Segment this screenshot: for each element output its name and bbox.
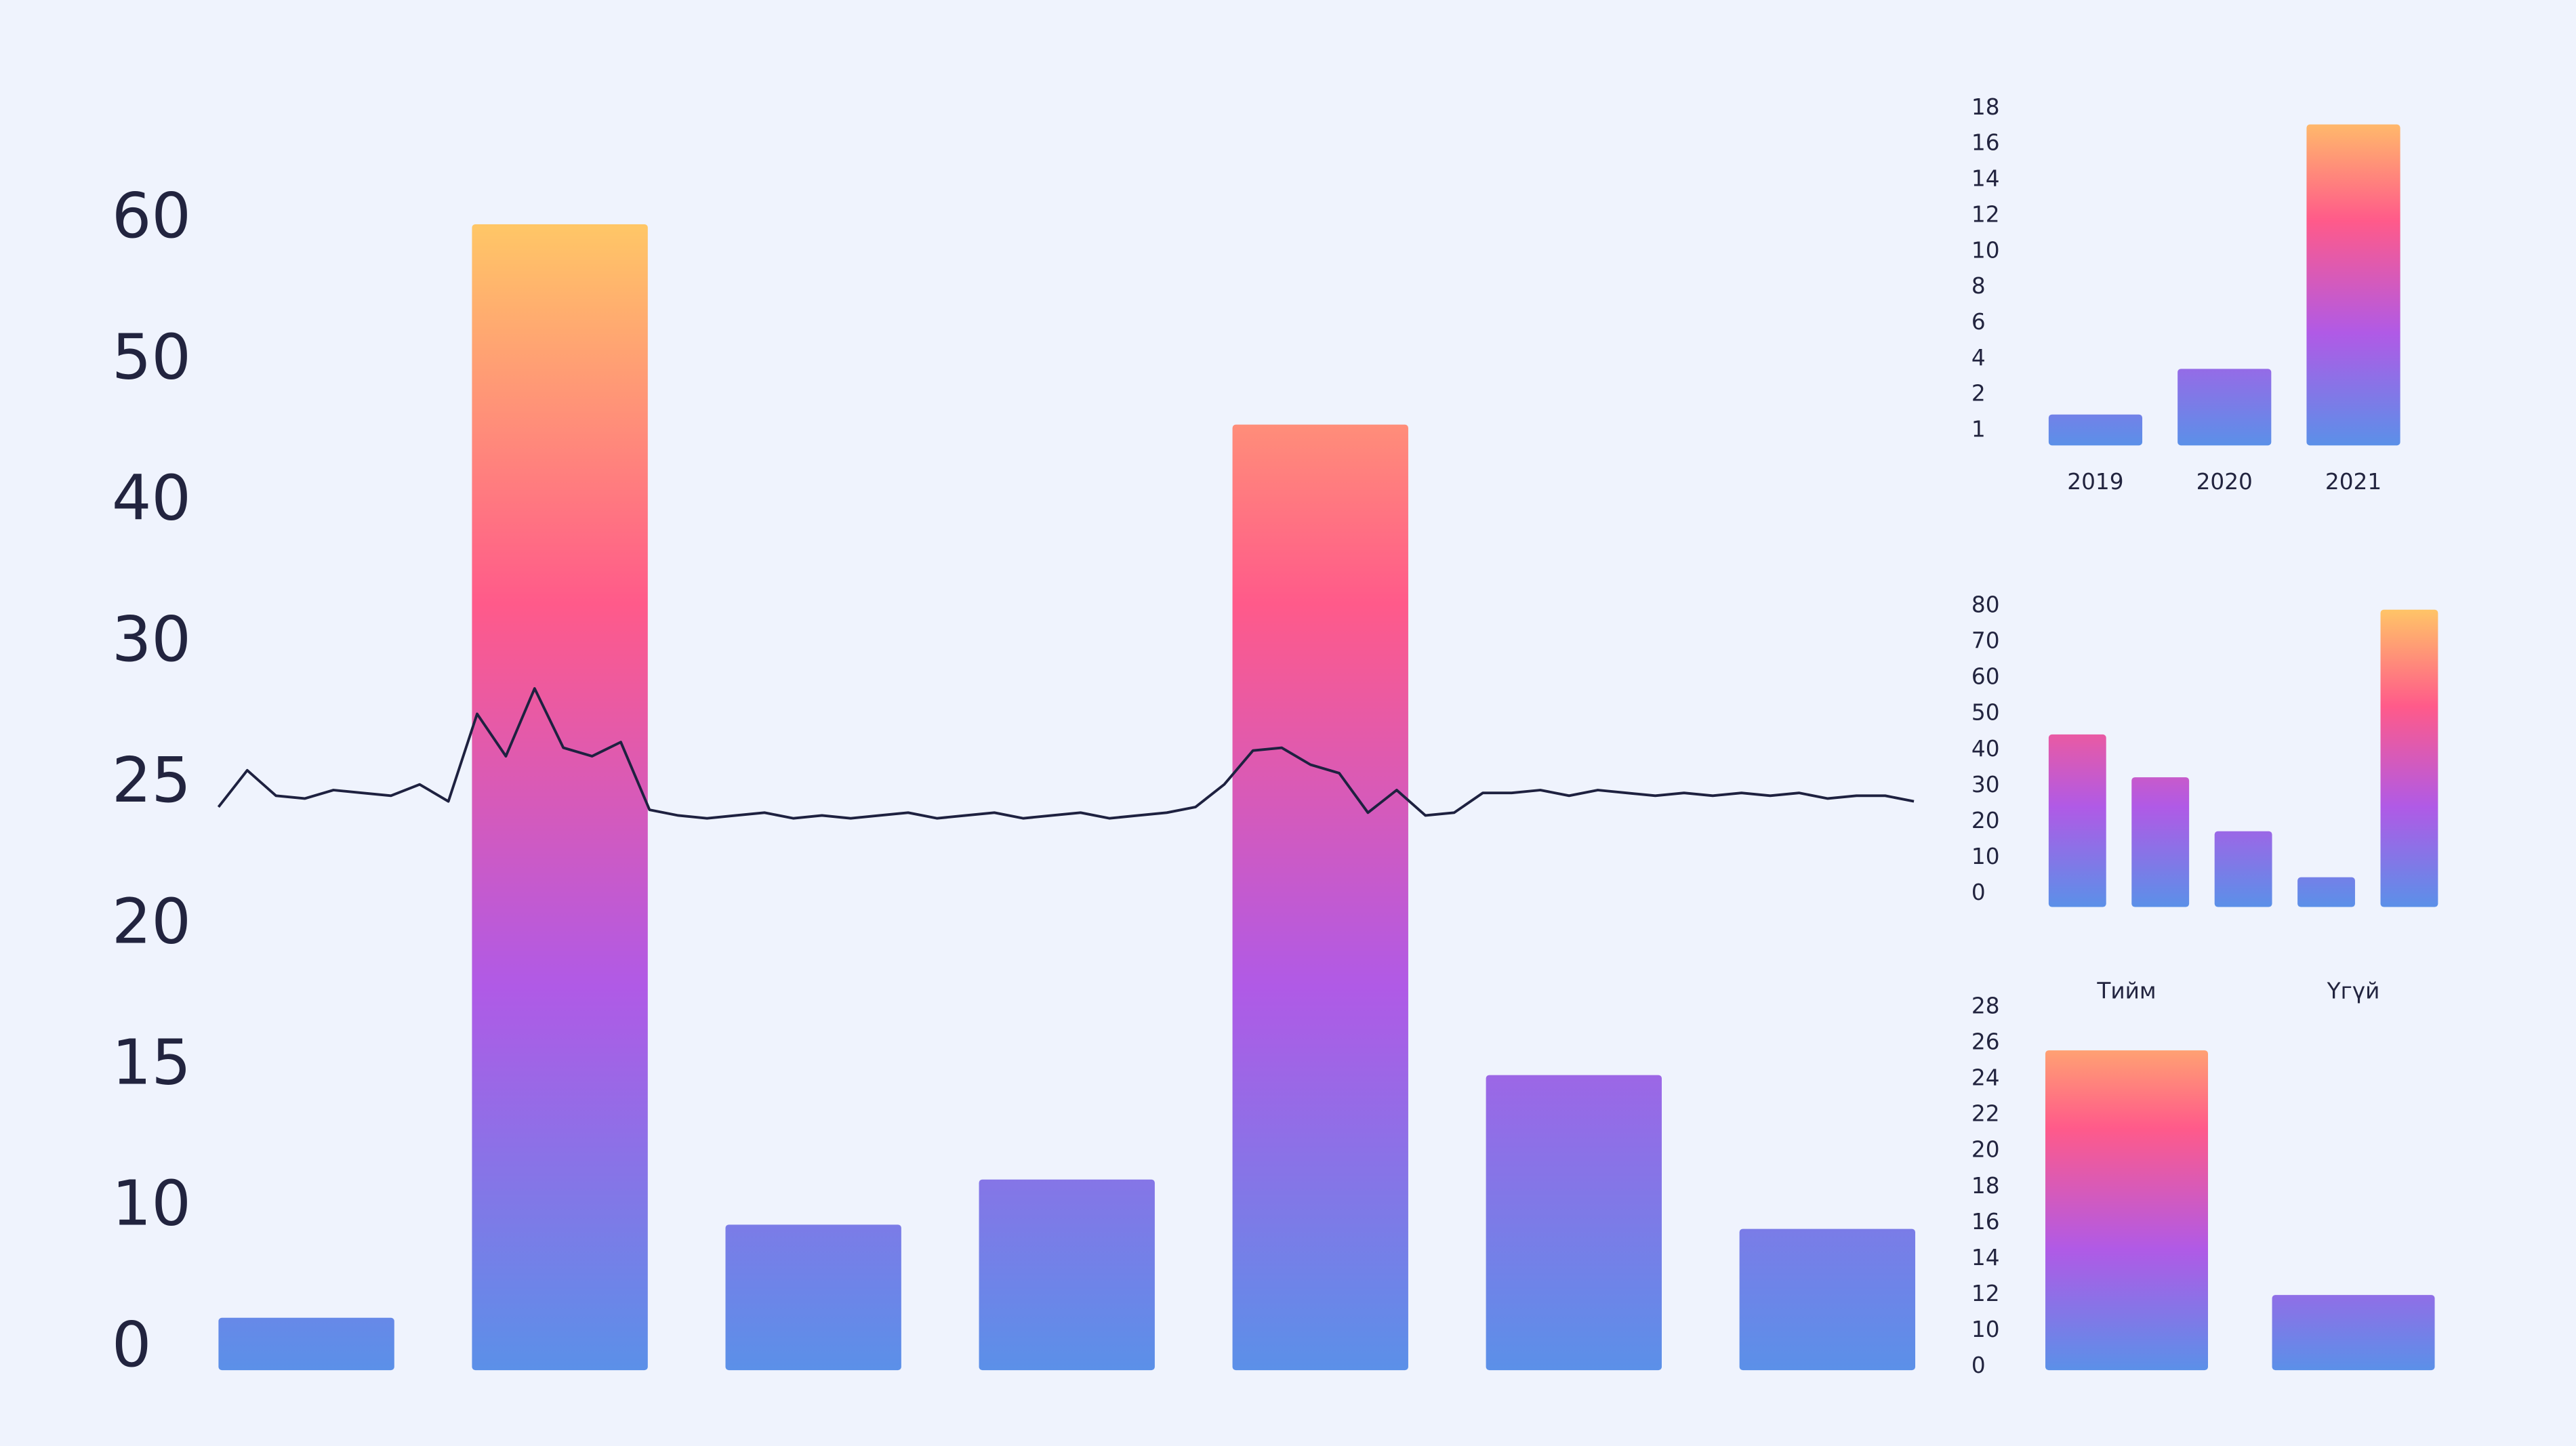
bar-chart: 0 10 15 20 25 30 40 50 60 bbox=[112, 180, 1916, 1381]
y-tick-label: 40 bbox=[112, 462, 191, 535]
y-tick-label: 0 bbox=[1971, 1352, 1986, 1378]
y-tick-label: 12 bbox=[1971, 201, 2000, 227]
bar bbox=[2297, 877, 2355, 907]
y-tick-label: 20 bbox=[112, 885, 191, 957]
y-tick-label: 20 bbox=[1971, 1137, 2000, 1163]
bar bbox=[218, 1317, 394, 1371]
bar bbox=[2045, 1050, 2208, 1371]
bar bbox=[2048, 734, 2106, 907]
bar bbox=[1486, 1075, 1662, 1371]
y-tick-label: 8 bbox=[1971, 273, 1986, 299]
bar-chart: 0 10 12 14 16 18 20 22 24 26 28 Тийм Үгүй bbox=[1971, 978, 2435, 1378]
y-tick-label: 60 bbox=[1971, 664, 2000, 690]
y-tick-label: 80 bbox=[1971, 592, 2000, 617]
y-tick-label: 30 bbox=[1971, 772, 2000, 798]
bar bbox=[725, 1224, 901, 1371]
y-tick-label: 24 bbox=[1971, 1065, 2000, 1091]
bar bbox=[472, 224, 648, 1371]
bar bbox=[2272, 1295, 2435, 1371]
bar bbox=[1739, 1228, 1916, 1371]
y-tick-label: 14 bbox=[1971, 166, 2000, 192]
y-tick-label: 2 bbox=[1971, 381, 1986, 407]
y-tick-label: 15 bbox=[112, 1026, 191, 1098]
y-tick-label: 26 bbox=[1971, 1029, 2000, 1054]
trend-line bbox=[217, 687, 1915, 820]
y-tick-label: 30 bbox=[112, 603, 191, 676]
y-tick-label: 4 bbox=[1971, 345, 1986, 371]
y-tick-label: 14 bbox=[1971, 1245, 2000, 1271]
bar bbox=[979, 1179, 1155, 1371]
y-tick-label: 60 bbox=[112, 180, 191, 252]
bar bbox=[2131, 777, 2190, 907]
y-tick-label: 18 bbox=[1971, 1173, 2000, 1199]
y-tick-label: 10 bbox=[1971, 237, 2000, 263]
bar bbox=[2306, 124, 2400, 446]
bar bbox=[2178, 369, 2272, 446]
y-tick-label: 10 bbox=[112, 1168, 191, 1240]
x-tick-label: 2021 bbox=[2325, 469, 2381, 495]
y-tick-label: 16 bbox=[1971, 1209, 2000, 1235]
y-tick-label: 18 bbox=[1971, 94, 2000, 120]
bar bbox=[2048, 414, 2143, 446]
y-tick-label: 0 bbox=[1971, 880, 1986, 905]
bar-chart: 0 10 20 30 40 50 60 70 80 bbox=[1971, 592, 2438, 907]
x-tick-label: 2019 bbox=[2067, 469, 2123, 495]
x-tick-label: Тийм bbox=[2096, 978, 2156, 1004]
y-tick-label: 0 bbox=[112, 1308, 152, 1381]
y-tick-label: 70 bbox=[1971, 627, 2000, 653]
y-tick-label: 10 bbox=[1971, 844, 2000, 869]
y-tick-label: 25 bbox=[112, 744, 191, 817]
y-tick-label: 20 bbox=[1971, 808, 2000, 833]
bar bbox=[2214, 831, 2272, 907]
x-tick-label: 2020 bbox=[2196, 469, 2253, 495]
y-tick-label: 1 bbox=[1971, 417, 1986, 442]
x-tick-label: Үгүй bbox=[2327, 978, 2380, 1004]
y-tick-label: 12 bbox=[1971, 1281, 2000, 1306]
y-tick-label: 6 bbox=[1971, 309, 1986, 335]
y-tick-label: 10 bbox=[1971, 1317, 2000, 1342]
y-tick-label: 16 bbox=[1971, 130, 2000, 156]
bar bbox=[1232, 424, 1408, 1371]
bar bbox=[2380, 609, 2438, 907]
y-tick-label: 22 bbox=[1971, 1101, 2000, 1127]
y-tick-label: 50 bbox=[112, 321, 191, 393]
y-tick-label: 28 bbox=[1971, 993, 2000, 1018]
y-tick-label: 50 bbox=[1971, 700, 2000, 726]
y-tick-label: 40 bbox=[1971, 736, 2000, 762]
